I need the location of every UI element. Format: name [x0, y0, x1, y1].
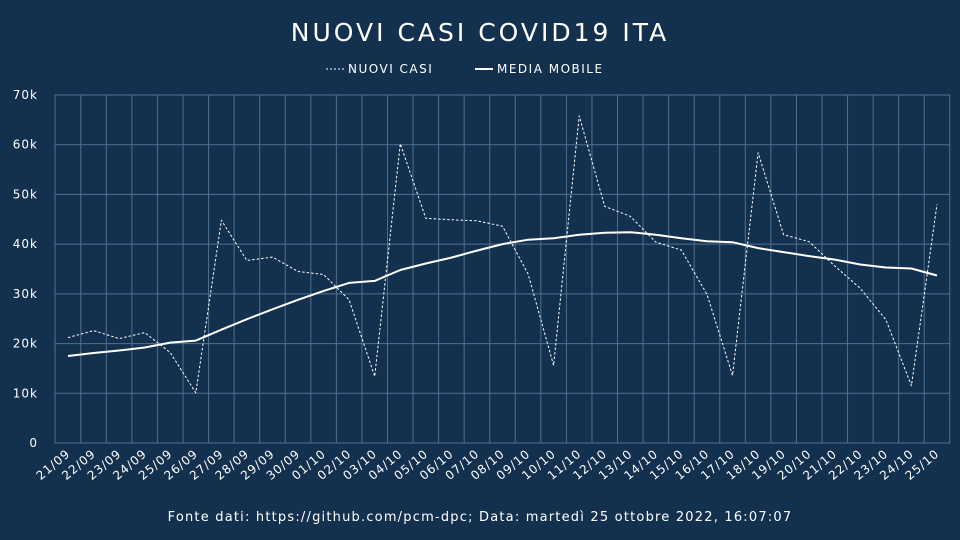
- series-lines: [67, 115, 938, 394]
- y-tick-label: 20k: [13, 337, 38, 351]
- series-line-nuovi-casi: [67, 115, 938, 394]
- footer-source: Fonte dati: https://github.com/pcm-dpc; …: [168, 510, 793, 525]
- grid: [54, 94, 951, 444]
- y-tick-label: 50k: [13, 187, 38, 201]
- x-axis-ticks: 21/0922/0923/0924/0925/0926/0927/0928/09…: [34, 447, 942, 483]
- legend-label-media-mobile: MEDIA MOBILE: [497, 62, 604, 76]
- y-tick-label: 40k: [13, 237, 38, 251]
- y-tick-label: 10k: [13, 386, 38, 400]
- y-tick-label: 30k: [13, 287, 38, 301]
- y-tick-label: 0: [29, 436, 38, 450]
- y-tick-label: 60k: [13, 138, 38, 152]
- series-line-media-mobile: [67, 231, 938, 357]
- legend-label-nuovi-casi: NUOVI CASI: [348, 62, 433, 76]
- y-tick-label: 70k: [13, 88, 38, 102]
- y-axis-ticks: 0 10k 20k 30k 40k 50k 60k 70k: [13, 88, 38, 450]
- chart-title: NUOVI CASI COVID19 ITA: [291, 18, 669, 47]
- legend: NUOVI CASI MEDIA MOBILE: [326, 62, 604, 76]
